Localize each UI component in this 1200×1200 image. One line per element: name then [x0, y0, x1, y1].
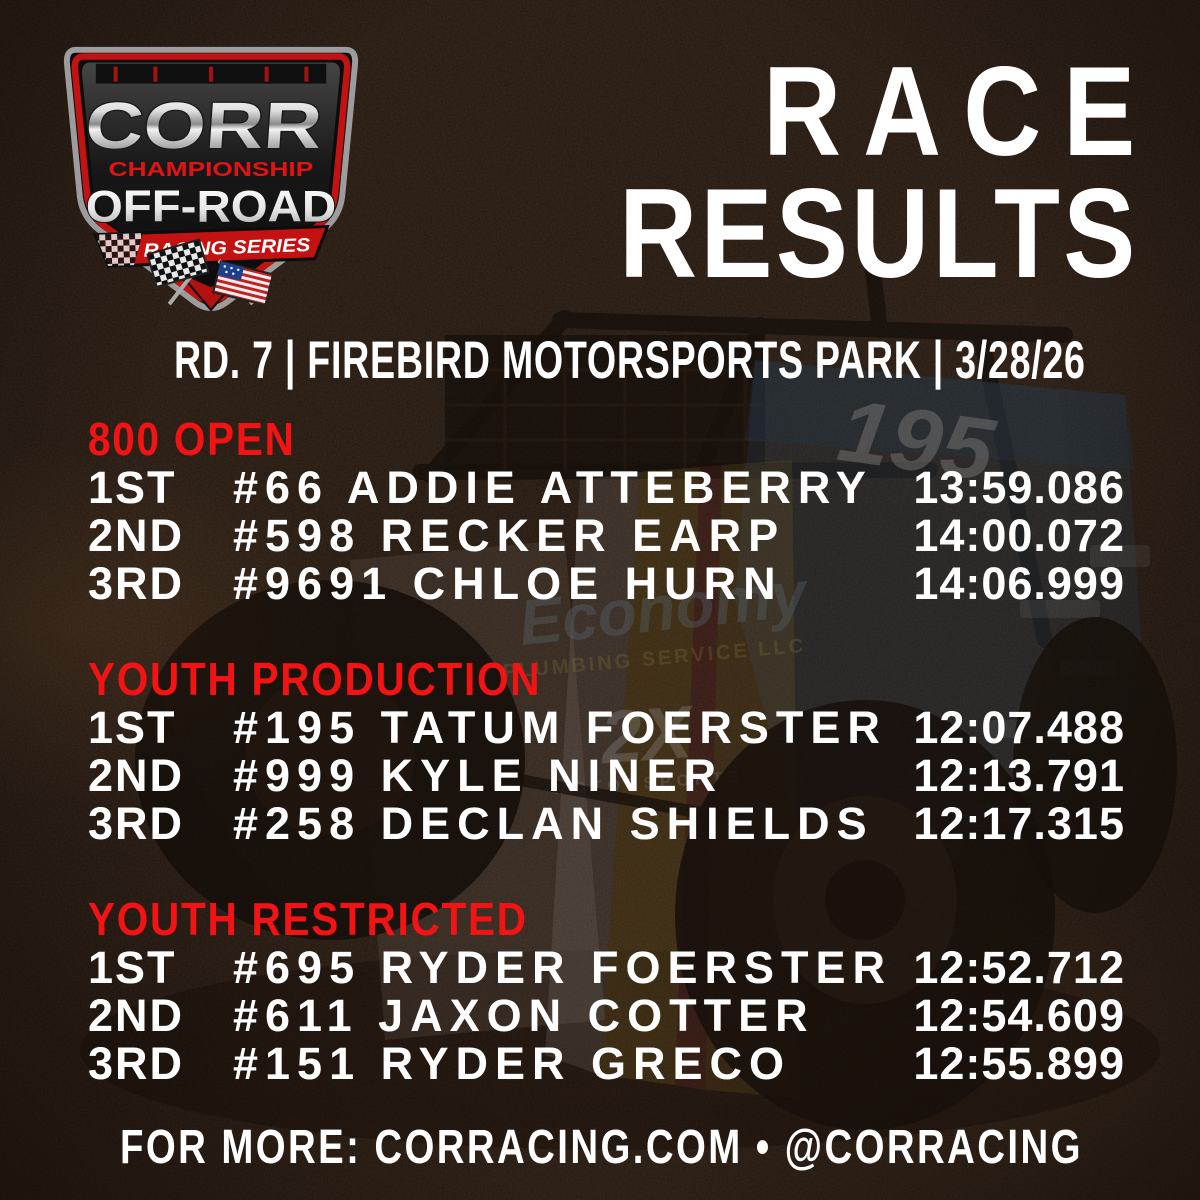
finish-time: 12:52.712	[913, 942, 1125, 993]
place-label: 3RD	[88, 558, 185, 609]
us-flag-icon	[212, 260, 275, 307]
logo-banner: RACING SERIES	[93, 224, 330, 268]
section-youth-production: YOUTH PRODUCTION 1ST #195 TATUM FOERSTER…	[88, 654, 1125, 848]
checkered-flag-icon	[146, 238, 210, 289]
driver-entry: #66 ADDIE ATTEBERRY	[233, 462, 873, 513]
driver-entry: #611 JAXON COTTER	[233, 990, 815, 1041]
result-row: 2ND #611 JAXON COTTER 12:54.609	[88, 992, 1125, 1040]
driver-entry: #151 RYDER GRECO	[233, 1038, 791, 1089]
place-label: 3RD	[88, 798, 185, 849]
result-row: 3RD #9691 CHLOE HURN 14:06.999	[88, 560, 1125, 608]
place-label: 2ND	[88, 990, 185, 1041]
result-row: 1ST #195 TATUM FOERSTER 12:07.488	[88, 704, 1125, 752]
logo-offroad-text: OFF-ROAD	[86, 183, 336, 232]
place-label: 1ST	[88, 702, 177, 753]
title-line-1: RACE	[762, 40, 1158, 182]
driver-entry: #9691 CHLOE HURN	[233, 558, 783, 609]
driver-entry: #598 RECKER EARP	[233, 510, 786, 561]
section-title: YOUTH PRODUCTION	[88, 653, 542, 705]
event-info-bar: RD. 7 | FIREBIRD MOTORSPORTS PARK | 3/28…	[174, 331, 1086, 390]
section-youth-restricted: YOUTH RESTRICTED 1ST #695 RYDER FOERSTER…	[88, 894, 1125, 1088]
corr-logo: CORR CHAMPIONSHIP OFF-ROAD RACING SERIES	[63, 46, 359, 312]
result-row: 1ST #66 ADDIE ATTEBERRY 13:59.086	[88, 464, 1125, 512]
logo-flags	[146, 238, 275, 312]
place-label: 1ST	[88, 942, 177, 993]
driver-entry: #695 RYDER FOERSTER	[233, 942, 892, 993]
driver-entry: #258 DECLAN SHIELDS	[233, 798, 874, 849]
driver-entry: #195 TATUM FOERSTER	[233, 702, 887, 753]
place-label: 3RD	[88, 1038, 185, 1089]
result-row: 1ST #695 RYDER FOERSTER 12:52.712	[88, 944, 1125, 992]
section-title: YOUTH RESTRICTED	[88, 893, 528, 945]
truck-number-decal: 195	[833, 380, 1001, 500]
finish-time: 14:06.999	[913, 558, 1125, 609]
footer-info: FOR MORE: CORRACING.COM • @CORRACING	[120, 1121, 1083, 1174]
logo-corr-text: CORR	[83, 89, 325, 162]
finish-time: 12:13.791	[913, 750, 1125, 801]
title-line-2: RESULTS	[618, 162, 1139, 304]
logo-championship-text: CHAMPIONSHIP	[109, 159, 314, 181]
truck-rollcage	[412, 254, 1073, 648]
place-label: 1ST	[88, 462, 177, 513]
section-title: 800 OPEN	[88, 413, 296, 465]
result-row: 2ND #598 RECKER EARP 14:00.072	[88, 512, 1125, 560]
finish-time: 12:54.609	[913, 990, 1125, 1041]
result-row: 3RD #151 RYDER GRECO 12:55.899	[88, 1040, 1125, 1088]
place-label: 2ND	[88, 510, 185, 561]
result-row: 2ND #999 KYLE NINER 12:13.791	[88, 752, 1125, 800]
place-label: 2ND	[88, 750, 185, 801]
truck-team-logo: 2X	[596, 690, 699, 780]
finish-time: 14:00.072	[913, 510, 1125, 561]
section-800-open: 800 OPEN 1ST #66 ADDIE ATTEBERRY 13:59.0…	[88, 414, 1125, 608]
finish-time: 12:55.899	[913, 1038, 1125, 1089]
driver-entry: #999 KYLE NINER	[233, 750, 724, 801]
finish-time: 12:07.488	[913, 702, 1125, 753]
finish-time: 12:17.315	[913, 798, 1125, 849]
poster-title: RACE RESULTS	[619, 48, 1135, 297]
finish-time: 13:59.086	[913, 462, 1125, 513]
result-row: 3RD #258 DECLAN SHIELDS 12:17.315	[88, 800, 1125, 848]
